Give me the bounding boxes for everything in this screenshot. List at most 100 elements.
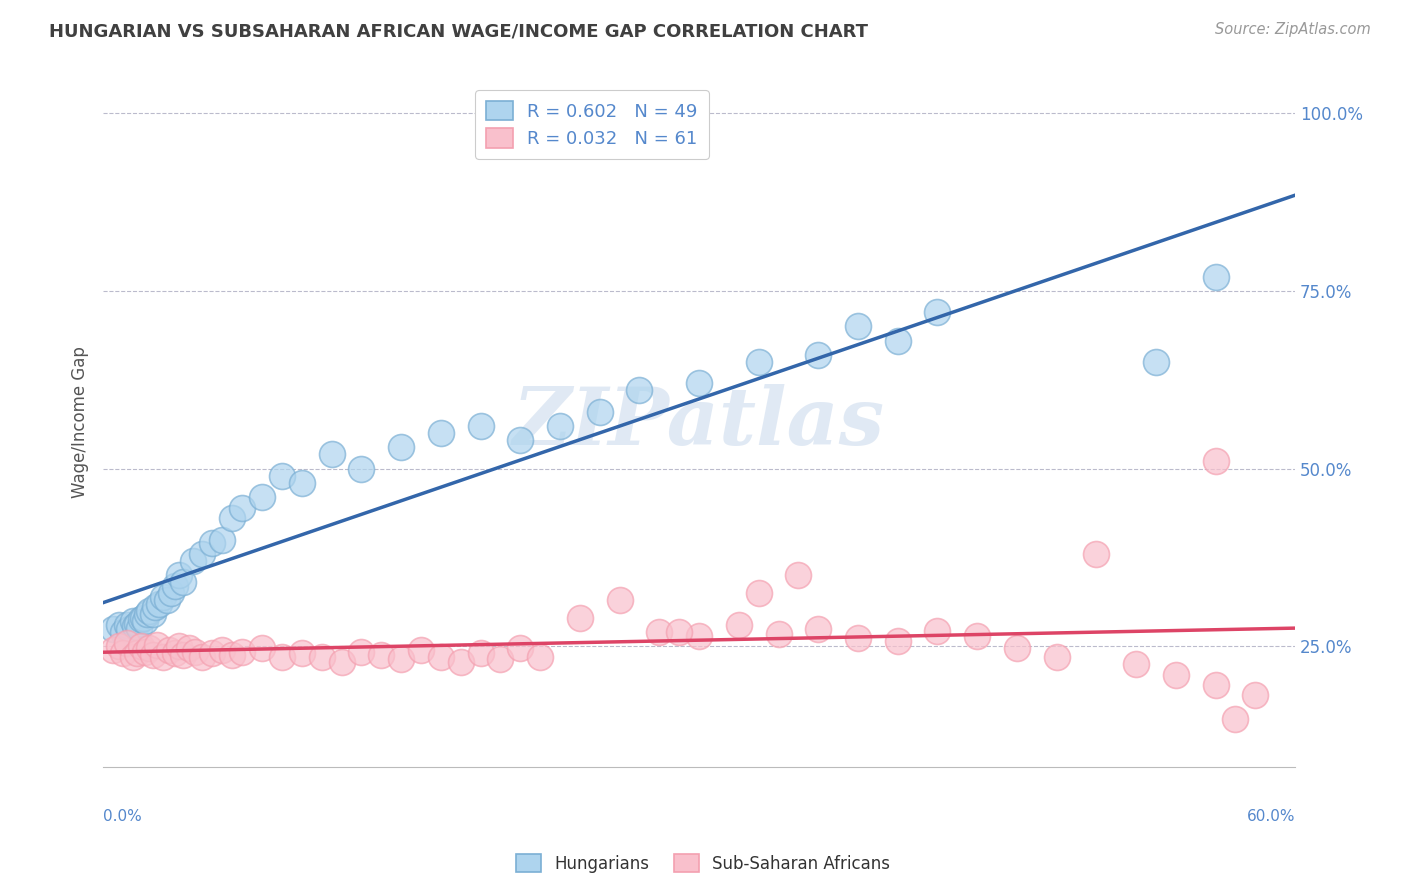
Point [201, 647, 224, 661]
Point [846, 631, 869, 645]
Point [648, 625, 671, 640]
Point [122, 650, 145, 665]
Point [250, 640, 273, 655]
Y-axis label: Wage/Income Gap: Wage/Income Gap [72, 346, 89, 499]
Point [134, 615, 156, 629]
Point [138, 640, 160, 655]
Point [138, 604, 160, 618]
Point [115, 636, 138, 650]
Point [134, 645, 156, 659]
Point [125, 647, 148, 661]
Point [688, 376, 710, 391]
Point [156, 593, 179, 607]
Point [470, 418, 492, 433]
Point [111, 625, 134, 640]
Point [132, 611, 155, 625]
Point [1225, 712, 1247, 726]
Point [108, 640, 131, 654]
Point [181, 554, 204, 568]
Point [1085, 547, 1108, 561]
Point [807, 622, 830, 636]
Point [1125, 657, 1147, 672]
Point [430, 425, 453, 440]
Point [886, 633, 908, 648]
Point [846, 319, 869, 334]
Point [152, 590, 174, 604]
Text: Source: ZipAtlas.com: Source: ZipAtlas.com [1215, 22, 1371, 37]
Point [1205, 454, 1227, 468]
Point [115, 618, 138, 632]
Point [101, 643, 124, 657]
Point [768, 626, 790, 640]
Point [122, 615, 145, 629]
Point [927, 305, 949, 319]
Text: 60.0%: 60.0% [1247, 809, 1295, 823]
Point [548, 418, 571, 433]
Point [145, 638, 167, 652]
Point [148, 597, 170, 611]
Point [529, 650, 551, 665]
Point [177, 640, 200, 655]
Point [370, 648, 392, 662]
Point [450, 655, 472, 669]
Point [1205, 678, 1227, 692]
Point [183, 645, 205, 659]
Point [201, 536, 224, 550]
Point [250, 490, 273, 504]
Point [589, 405, 612, 419]
Point [350, 461, 373, 475]
Point [172, 575, 194, 590]
Point [129, 612, 152, 626]
Point [389, 652, 412, 666]
Point [1046, 650, 1069, 665]
Point [157, 643, 180, 657]
Text: ZIPatlas: ZIPatlas [513, 384, 886, 461]
Point [568, 611, 591, 625]
Point [389, 440, 412, 454]
Point [167, 640, 190, 654]
Point [668, 625, 690, 640]
Point [221, 648, 243, 662]
Point [159, 586, 181, 600]
Point [1164, 668, 1187, 682]
Point [321, 447, 343, 461]
Text: 0.0%: 0.0% [103, 809, 142, 823]
Point [509, 433, 531, 447]
Point [927, 624, 949, 638]
Point [787, 568, 810, 582]
Point [111, 647, 134, 661]
Point [966, 629, 988, 643]
Point [108, 618, 131, 632]
Point [231, 645, 253, 659]
Point [191, 547, 214, 561]
Point [291, 647, 314, 661]
Point [409, 643, 432, 657]
Point [1144, 355, 1167, 369]
Point [748, 586, 770, 600]
Point [628, 384, 651, 398]
Point [271, 650, 294, 665]
Point [163, 579, 186, 593]
Point [118, 622, 141, 636]
Point [128, 621, 150, 635]
Point [221, 511, 243, 525]
Point [129, 640, 152, 654]
Point [101, 622, 124, 636]
Point [748, 355, 770, 369]
Point [152, 650, 174, 665]
Point [291, 475, 314, 490]
Legend: R = 0.602   N = 49, R = 0.032   N = 61: R = 0.602 N = 49, R = 0.032 N = 61 [475, 90, 709, 159]
Point [886, 334, 908, 348]
Point [430, 650, 453, 665]
Point [135, 607, 157, 622]
Point [1244, 688, 1267, 702]
Point [143, 600, 166, 615]
Point [489, 652, 512, 666]
Point [231, 500, 253, 515]
Point [509, 640, 531, 655]
Point [350, 645, 373, 659]
Point [688, 629, 710, 643]
Text: HUNGARIAN VS SUBSAHARAN AFRICAN WAGE/INCOME GAP CORRELATION CHART: HUNGARIAN VS SUBSAHARAN AFRICAN WAGE/INC… [49, 22, 869, 40]
Point [124, 619, 146, 633]
Point [142, 648, 165, 662]
